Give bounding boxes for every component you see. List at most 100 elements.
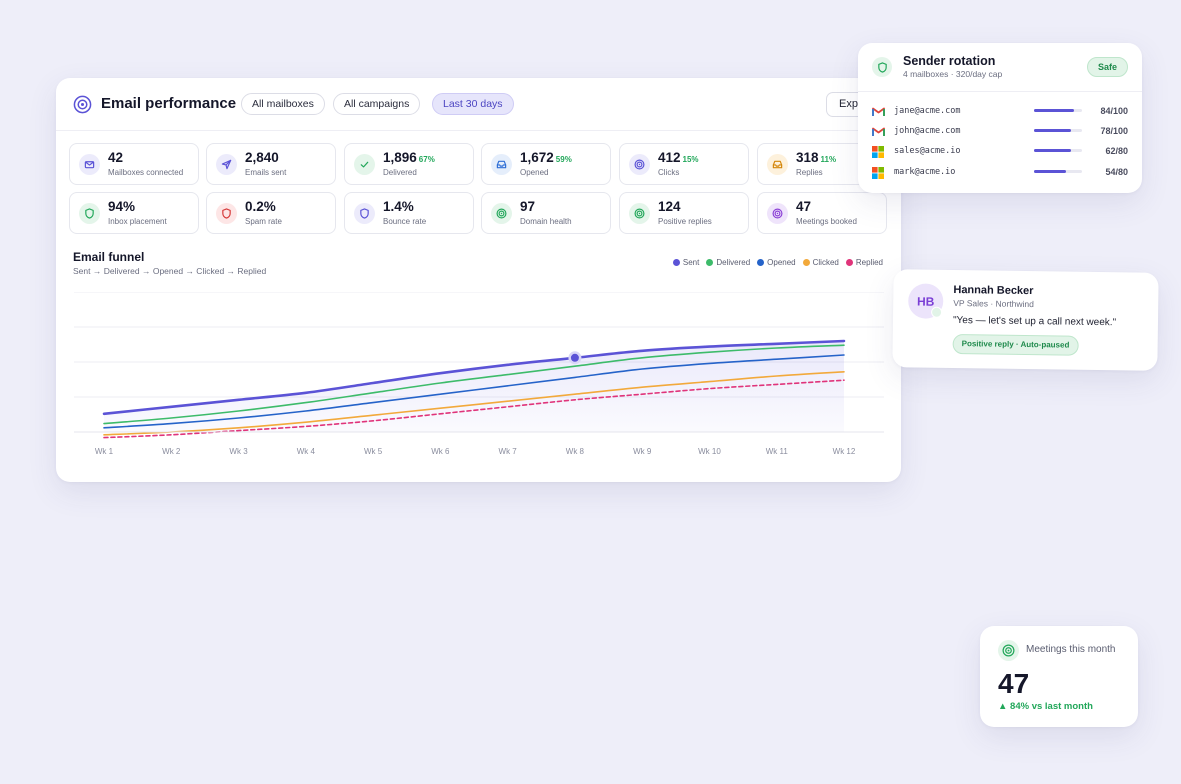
health-bar xyxy=(1034,170,1082,173)
legend-item[interactable]: Replied xyxy=(845,258,883,267)
status-badge: Safe xyxy=(1087,57,1129,77)
shield-icon xyxy=(872,57,892,77)
series-line-delivered xyxy=(103,344,845,425)
send-icon xyxy=(216,154,237,175)
reply-card[interactable]: HB Hannah Becker VP Sales · Northwind "Y… xyxy=(892,269,1159,371)
mailbox-row[interactable]: jane@acme.com 84/100 xyxy=(872,104,1128,118)
stat-value: 0.2% xyxy=(245,199,276,214)
x-tick-label: Wk 4 xyxy=(297,447,316,456)
stat-percent: 67% xyxy=(418,155,435,164)
health-bar xyxy=(1034,109,1082,112)
stat-percent: 11% xyxy=(820,155,837,164)
health-bar-fill xyxy=(1034,109,1075,112)
stat-card[interactable]: 2,840 Emails sent xyxy=(206,143,336,185)
health-score: 84/100 xyxy=(1100,106,1128,116)
x-tick-label: Wk 7 xyxy=(499,447,518,456)
stat-card[interactable]: 1.4% Bounce rate xyxy=(344,192,474,234)
legend-item[interactable]: Opened xyxy=(757,258,796,267)
x-tick-label: Wk 3 xyxy=(229,447,248,456)
gmail-icon xyxy=(872,105,885,117)
x-tick-label: Wk 6 xyxy=(431,447,450,456)
stat-label: Opened xyxy=(520,168,549,177)
shield-icon xyxy=(216,203,237,224)
stat-value: 124 xyxy=(658,199,681,214)
meetings-label: Meetings this month xyxy=(1026,644,1116,655)
stat-card[interactable]: 94% Inbox placement xyxy=(69,192,199,234)
stat-card[interactable]: 0.2% Spam rate xyxy=(206,192,336,234)
legend-swatch xyxy=(802,259,810,266)
mailbox-email: john@acme.com xyxy=(894,126,961,136)
stat-card[interactable]: 412 15% Clicks xyxy=(619,143,749,185)
target-icon xyxy=(998,640,1019,661)
stat-label: Spam rate xyxy=(245,217,282,226)
target-icon xyxy=(629,203,650,224)
filter-date-range[interactable]: Last 30 days xyxy=(432,93,514,115)
mailbox-row[interactable]: mark@acme.io 54/80 xyxy=(872,165,1128,179)
mailbox-row[interactable]: sales@acme.io 62/80 xyxy=(872,144,1128,158)
legend-label: Opened xyxy=(767,258,796,267)
legend-label: Delivered xyxy=(716,258,751,267)
stat-card[interactable]: 1,896 67% Delivered xyxy=(344,143,474,185)
legend-swatch xyxy=(757,259,765,266)
stat-value: 47 xyxy=(796,199,812,214)
stat-percent: 15% xyxy=(682,155,699,164)
stat-percent: 59% xyxy=(555,155,572,164)
legend-item[interactable]: Delivered xyxy=(706,258,750,267)
x-tick-label: Wk 5 xyxy=(364,447,383,456)
stat-card[interactable]: 97 Domain health xyxy=(481,192,611,234)
inbox-icon xyxy=(491,154,512,175)
stat-label: Positive replies xyxy=(658,217,712,226)
series-area-sent xyxy=(104,341,844,432)
stat-card[interactable]: 124 Positive replies xyxy=(619,192,749,234)
stat-label: Inbox placement xyxy=(108,217,167,226)
stat-label: Mailboxes connected xyxy=(108,168,184,177)
mailbox-email: sales@acme.io xyxy=(894,146,961,156)
legend-item[interactable]: Sent xyxy=(672,258,700,267)
stat-label: Meetings booked xyxy=(796,217,857,226)
stat-value: 94% xyxy=(108,199,136,214)
microsoft-icon xyxy=(872,145,885,158)
funnel-title: Email funnel xyxy=(73,250,145,264)
chart-legend: Sent Delivered Opened Clicked Replied xyxy=(672,258,883,267)
stat-value: 97 xyxy=(520,199,536,214)
shield-icon xyxy=(79,203,100,224)
stat-card[interactable]: 47 Meetings booked xyxy=(757,192,887,234)
x-tick-label: Wk 11 xyxy=(766,447,789,456)
legend-item[interactable]: Clicked xyxy=(802,258,839,267)
stat-card[interactable]: 1,672 59% Opened xyxy=(481,143,611,185)
reply-tag: Positive reply · Auto-paused xyxy=(952,333,1079,356)
inbox-icon xyxy=(767,154,788,175)
stat-value: 318 11% xyxy=(796,150,837,165)
check-icon xyxy=(354,154,375,175)
stat-label: Delivered xyxy=(383,168,417,177)
legend-label: Replied xyxy=(855,258,883,267)
mailbox-email: mark@acme.io xyxy=(894,167,956,177)
filter-mailboxes[interactable]: All mailboxes xyxy=(241,93,325,115)
filter-campaigns[interactable]: All campaigns xyxy=(333,93,421,115)
series-line-clicked xyxy=(103,371,845,436)
microsoft-icon xyxy=(872,166,885,179)
x-tick-label: Wk 1 xyxy=(95,447,114,456)
reply-quote: "Yes — let's set up a call next week." xyxy=(952,314,1117,329)
legend-swatch xyxy=(845,259,853,266)
health-bar-fill xyxy=(1034,149,1072,152)
x-tick-label: Wk 2 xyxy=(162,447,181,456)
contact-name: Hannah Becker xyxy=(953,283,1034,298)
stat-label: Bounce rate xyxy=(383,217,427,226)
legend-label: Sent xyxy=(682,258,700,267)
contact-role: VP Sales · Northwind xyxy=(953,297,1034,310)
x-tick-label: Wk 8 xyxy=(566,447,585,456)
sender-rotation-card: Sender rotation 4 mailboxes · 320/day ca… xyxy=(858,43,1142,193)
x-tick-label: Wk 12 xyxy=(833,447,856,456)
series-line-replied xyxy=(103,379,845,439)
shield-icon xyxy=(354,203,375,224)
stat-label: Emails sent xyxy=(245,168,287,177)
target-icon xyxy=(767,203,788,224)
health-score: 78/100 xyxy=(1100,126,1128,136)
funnel-subtitle: Sent → Delivered → Opened → Clicked → Re… xyxy=(73,266,267,276)
health-bar-fill xyxy=(1034,129,1072,132)
stat-card[interactable]: 42 Mailboxes connected xyxy=(69,143,199,185)
health-bar xyxy=(1034,129,1082,132)
mailbox-row[interactable]: john@acme.com 78/100 xyxy=(872,124,1128,138)
funnel-chart: Wk 1 Wk 2 Wk 3 Wk 4 Wk 5 Wk 6 Wk 7 Wk 8 Wk 9 Wk 1… xyxy=(74,292,884,456)
